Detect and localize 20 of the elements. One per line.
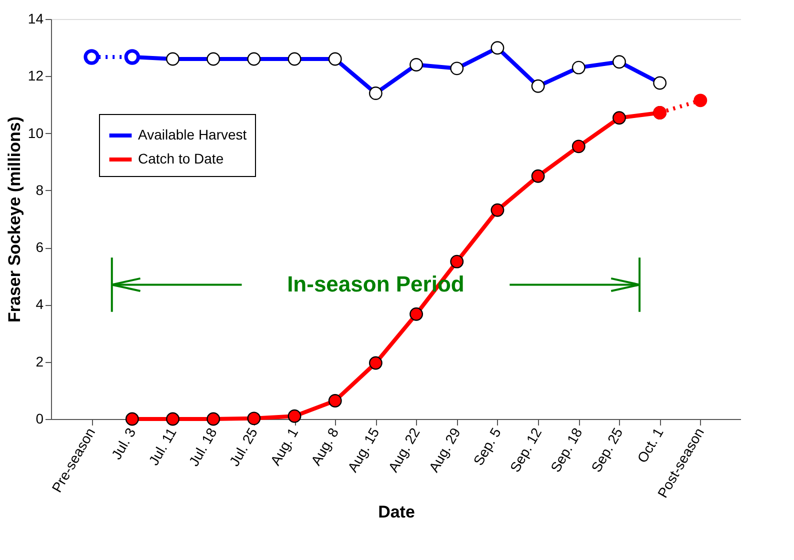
y-tick-label: 14 bbox=[28, 10, 44, 26]
x-tick-label: Sep. 5 bbox=[470, 424, 504, 468]
y-tick-label: 2 bbox=[36, 353, 44, 370]
x-tick-label: Sep. 25 bbox=[588, 424, 626, 475]
y-axis-title: Fraser Sockeye (millions) bbox=[4, 116, 24, 322]
x-tick-label: Jul. 3 bbox=[108, 424, 139, 462]
y-tick-label: 0 bbox=[36, 410, 44, 426]
x-axis-title: Date bbox=[378, 502, 415, 522]
x-tick-label: Jul. 11 bbox=[145, 424, 180, 468]
x-tick-label: Jul. 18 bbox=[185, 424, 220, 469]
y-tick-label: 8 bbox=[36, 182, 44, 198]
legend-label: Catch to Date bbox=[138, 150, 224, 166]
y-tick-label: 12 bbox=[28, 68, 44, 84]
x-tick-label: Sep. 12 bbox=[506, 424, 545, 475]
x-tick-label: Jul. 25 bbox=[226, 424, 261, 469]
y-tick-label: 4 bbox=[36, 296, 44, 312]
y-tick-label: 6 bbox=[36, 239, 44, 256]
legend-label: Available Harvest bbox=[138, 126, 247, 142]
y-tick-label: 10 bbox=[28, 124, 44, 141]
x-tick-label: Sep. 18 bbox=[547, 424, 586, 475]
